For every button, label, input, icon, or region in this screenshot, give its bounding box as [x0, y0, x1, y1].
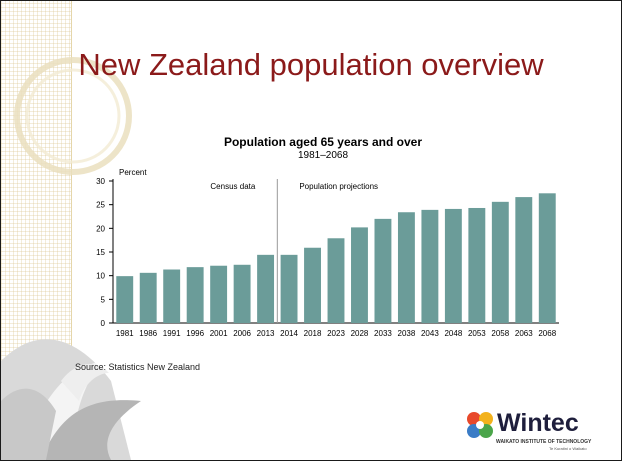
bar-2048 — [444, 208, 462, 323]
bar-2013 — [257, 254, 275, 323]
bar-1996 — [186, 267, 204, 323]
logo-icon — [467, 412, 493, 438]
y-tick-label: 30 — [96, 177, 105, 186]
x-tick-label: 2018 — [304, 329, 322, 338]
x-tick-label: 2013 — [257, 329, 275, 338]
y-tick-label: 25 — [96, 201, 105, 210]
y-tick-label: 0 — [101, 319, 106, 328]
chart-subtitle: 1981–2068 — [298, 150, 348, 161]
y-tick-label: 10 — [96, 272, 105, 281]
x-tick-label: 2014 — [280, 329, 298, 338]
bar-1981 — [116, 276, 134, 323]
bar-1986 — [139, 272, 157, 323]
bar-2018 — [304, 247, 321, 323]
census-data-label: Census data — [210, 182, 255, 191]
x-tick-label: 2001 — [210, 329, 228, 338]
x-tick-label: 2058 — [491, 329, 509, 338]
wintec-logo: Wintec WAIKATO INSTITUTE OF TECHNOLOGY T… — [464, 409, 604, 453]
source-note: Source: Statistics New Zealand — [75, 362, 201, 372]
x-tick-label: 1986 — [139, 329, 157, 338]
slide-title: New Zealand population overview — [78, 47, 544, 82]
x-tick-label: 2028 — [351, 329, 369, 338]
bar-2063 — [515, 197, 533, 323]
bar-2006 — [233, 264, 251, 323]
bar-2053 — [468, 207, 486, 323]
x-tick-label: 2006 — [233, 329, 251, 338]
x-tick-label: 2068 — [538, 329, 556, 338]
bar-2033 — [374, 218, 392, 323]
x-tick-label: 2038 — [398, 329, 416, 338]
x-tick-label: 2053 — [468, 329, 486, 338]
x-tick-label: 1991 — [163, 329, 181, 338]
bar-2068 — [538, 193, 556, 323]
x-tick-label: 2048 — [444, 329, 462, 338]
bar-2028 — [351, 227, 368, 323]
y-tick-label: 15 — [96, 248, 105, 257]
logo-wordmark: Wintec — [497, 409, 579, 437]
logo-subtitle: WAIKATO INSTITUTE OF TECHNOLOGY — [496, 439, 592, 445]
y-tick-label: 20 — [96, 224, 105, 233]
bar-1991 — [163, 269, 181, 323]
projections-label: Population projections — [299, 182, 378, 191]
bar-2014 — [280, 254, 298, 323]
x-tick-label: 2023 — [327, 329, 345, 338]
bar-2043 — [421, 209, 439, 323]
bar-2023 — [327, 238, 345, 323]
bar-2001 — [210, 265, 228, 323]
strip-divider — [71, 1, 72, 460]
chart-title: Population aged 65 years and over — [224, 135, 422, 149]
bar-2058 — [491, 201, 509, 323]
x-tick-label: 2063 — [515, 329, 533, 338]
y-axis-label: Percent — [119, 168, 147, 177]
x-tick-label: 1996 — [186, 329, 204, 338]
bar-2038 — [397, 212, 415, 323]
y-tick-label: 5 — [101, 295, 106, 304]
logo-tagline: Te Kuratini o Waikato — [549, 446, 587, 451]
x-tick-label: 1981 — [116, 329, 134, 338]
x-tick-label: 2033 — [374, 329, 392, 338]
x-tick-label: 2043 — [421, 329, 439, 338]
